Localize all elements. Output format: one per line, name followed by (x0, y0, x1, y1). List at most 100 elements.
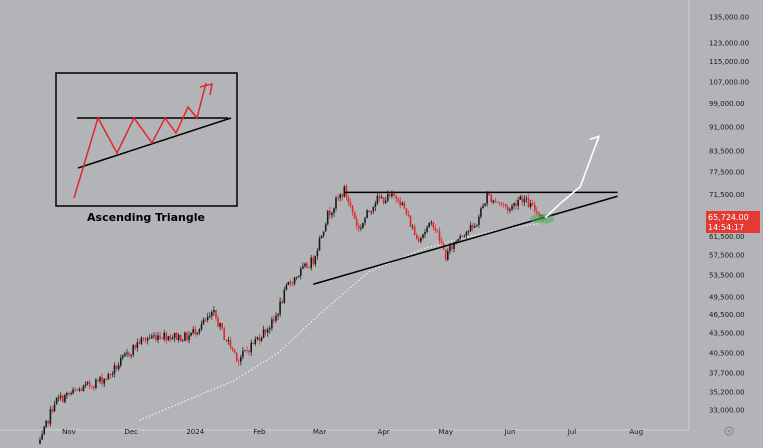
candle-body (211, 312, 213, 316)
candle-body (527, 198, 530, 208)
candle-body (372, 207, 375, 212)
candle-body (128, 352, 130, 356)
candle-body (358, 225, 360, 229)
candle-body (262, 329, 265, 338)
candle-body (467, 231, 470, 233)
candle-body (455, 241, 457, 243)
candle-body (333, 208, 335, 213)
candle-body (130, 354, 132, 356)
candle-body (55, 397, 58, 405)
candle-body (476, 224, 478, 227)
candle-body (488, 193, 490, 196)
candle-body (428, 222, 430, 228)
candle-body (513, 203, 515, 206)
candle-body (275, 315, 277, 321)
candle-body (380, 197, 383, 199)
candle-body (198, 329, 201, 333)
candle-body (227, 340, 230, 341)
candle-body (447, 251, 449, 260)
annotation-layer (313, 135, 618, 285)
candle-body (291, 283, 294, 285)
candle-body (202, 319, 205, 325)
candle-body (405, 208, 408, 215)
x-tick-label: Nov (62, 428, 76, 436)
candle-body (509, 209, 511, 211)
candle-body (122, 355, 124, 358)
candle-body (254, 339, 257, 344)
y-tick-label: 33,000.00 (709, 407, 745, 415)
y-tick-label: 77,500.00 (709, 168, 745, 176)
candle-body (68, 393, 70, 395)
candle-body (101, 377, 103, 384)
candle-body (229, 340, 232, 348)
price-highlight-ellipse (530, 213, 555, 224)
candle-body (341, 194, 343, 197)
candle-body (244, 350, 246, 351)
candle-body (196, 332, 199, 334)
candle-body (132, 345, 134, 355)
candle-body (215, 310, 217, 319)
candle-body (430, 222, 432, 224)
candle-body (84, 383, 87, 386)
inset-support-line (77, 117, 232, 169)
candle-body (469, 225, 472, 232)
candle-body (190, 332, 192, 336)
y-tick-label: 115,000.00 (709, 58, 749, 66)
candle-body (117, 365, 120, 370)
candle-body (424, 232, 426, 235)
y-tick-label: 57,500.00 (709, 252, 745, 260)
candle-body (209, 316, 211, 317)
candle-body (43, 426, 45, 435)
candle-body (316, 250, 319, 256)
candle-body (163, 332, 165, 339)
candle-body (360, 228, 362, 229)
candle-body (115, 365, 118, 369)
candle-body (59, 395, 62, 398)
y-tick-label: 107,000.00 (709, 78, 749, 86)
candle-body (492, 200, 495, 203)
candle-body (113, 365, 116, 374)
candle-body (177, 334, 180, 340)
candle-body (401, 202, 404, 206)
y-tick-label: 35,200.00 (709, 388, 745, 396)
candle-body (521, 196, 524, 203)
candle-body (480, 208, 482, 217)
candle-body (318, 238, 321, 251)
candle-body (45, 420, 47, 427)
candle-body (144, 338, 147, 341)
candle-body (72, 389, 74, 394)
candle-body (366, 210, 368, 219)
candle-body (519, 196, 522, 200)
candle-body (438, 230, 441, 241)
candle-body (490, 195, 493, 203)
candle-body (140, 337, 143, 344)
candle-body (126, 352, 128, 354)
candle-body (107, 374, 110, 380)
settings-icon[interactable] (724, 426, 734, 436)
candle-body (109, 374, 112, 375)
candle-body (440, 240, 443, 244)
candle-body (103, 378, 105, 384)
candle-body (86, 382, 89, 384)
candle-body (167, 336, 170, 341)
price-badge-box (706, 211, 760, 233)
candle-body (93, 386, 95, 388)
x-tick-label: Jul (567, 428, 577, 436)
price-badge-countdown: 14:54:17 (708, 223, 744, 232)
y-axis: 135,000.00 123,000.00 115,000.00 107,000.00… (709, 14, 749, 415)
candle-body (155, 335, 157, 340)
moving-average-layer (139, 222, 546, 421)
candle-body (362, 222, 364, 228)
candle-body (237, 361, 240, 362)
y-tick-label: 91,000.00 (709, 124, 745, 132)
candle-body (233, 349, 236, 353)
candle-body (351, 205, 354, 213)
candle-body (258, 337, 261, 341)
inset-caption: Ascending Triangle (87, 211, 205, 224)
candle-body (273, 319, 275, 321)
candle-body (418, 238, 420, 242)
x-tick-label: Jun (503, 428, 515, 436)
candle-body (217, 318, 219, 327)
